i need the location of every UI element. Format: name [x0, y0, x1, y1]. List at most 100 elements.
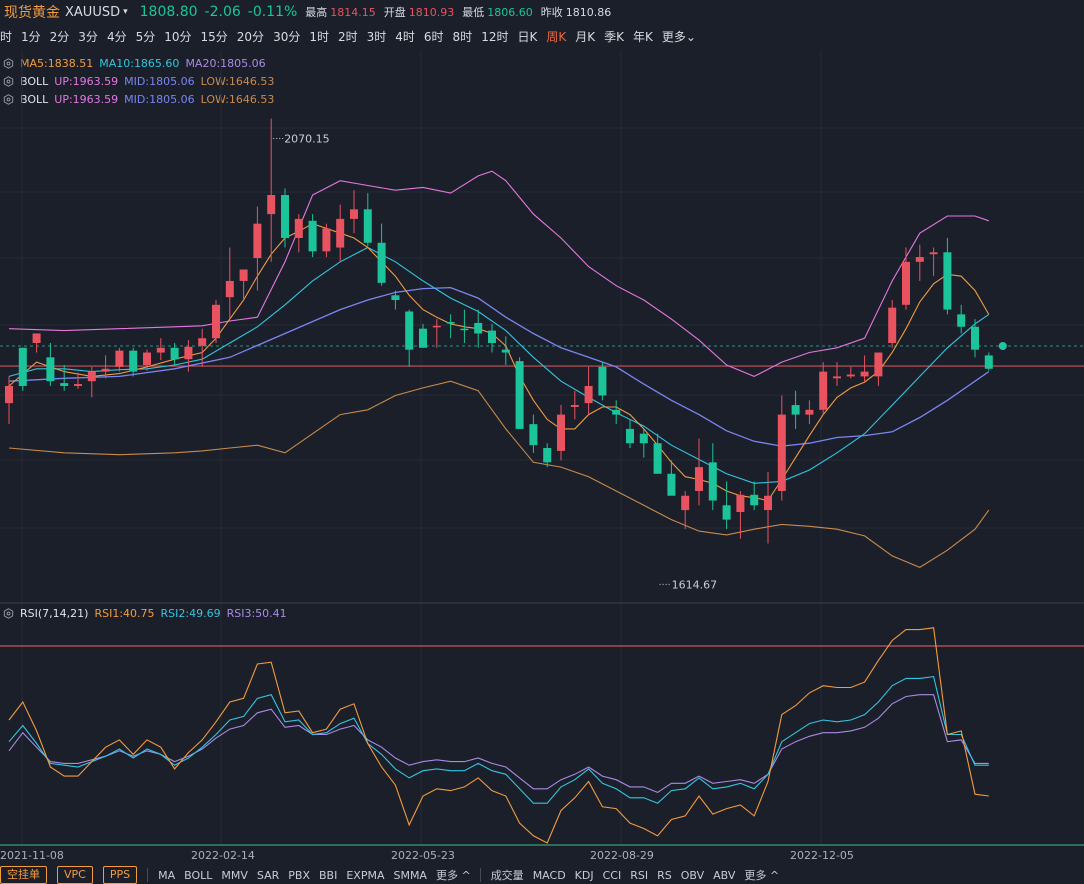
x-axis-date: 2022-02-14 — [191, 849, 255, 862]
candle-body — [736, 494, 745, 512]
period-17[interactable]: 日K — [517, 29, 538, 44]
candle-body — [695, 467, 703, 491]
symbol-dropdown-icon[interactable]: ▾ — [123, 7, 128, 17]
candle-body — [750, 494, 759, 506]
period-21[interactable]: 年K — [632, 29, 653, 44]
candle-body — [474, 322, 483, 334]
period-13[interactable]: 4时 — [395, 29, 415, 44]
period-0[interactable]: 时 — [0, 29, 13, 44]
candle-body — [915, 257, 924, 262]
candle-body — [129, 350, 138, 372]
main-indicator-4[interactable]: PBX — [288, 868, 310, 882]
sub-indicator-2[interactable]: KDJ — [574, 868, 594, 882]
period-5[interactable]: 5分 — [135, 29, 156, 44]
price-change: -2.06 — [204, 4, 241, 20]
main-indicator-5[interactable]: BBI — [318, 868, 338, 882]
open-value: 1810.93 — [408, 5, 455, 19]
main-indicator-0[interactable]: MA — [158, 868, 176, 882]
candle-body — [984, 355, 993, 369]
candle-body — [819, 371, 828, 410]
main-indicator-1[interactable]: BOLL — [184, 868, 213, 882]
candle-body — [971, 326, 979, 350]
boll-legend-1: BOLL UP:1963.59 MID:1805.06 LOW:1646.53 — [0, 73, 280, 89]
rsi-name: RSI(7,14,21) — [20, 606, 89, 620]
period-14[interactable]: 6时 — [423, 29, 444, 44]
candle-body — [350, 209, 358, 219]
main-indicator-3[interactable]: SAR — [256, 868, 280, 882]
candle-body — [115, 350, 124, 367]
candle-body — [239, 269, 248, 281]
x-axis-date: 2022-05-23 — [391, 849, 455, 862]
boll-up-value: UP:1963.59 — [54, 74, 119, 88]
candle-body — [432, 325, 441, 328]
candle-body — [253, 223, 262, 259]
period-11[interactable]: 2时 — [337, 29, 358, 44]
candle-body — [681, 495, 690, 511]
candle-body — [446, 321, 455, 324]
ma20-value: MA20:1805.06 — [185, 56, 266, 70]
candle-body — [170, 347, 179, 360]
period-3[interactable]: 3分 — [78, 29, 98, 44]
period-6[interactable]: 10分 — [164, 29, 192, 44]
sub-indicator-0[interactable]: 成交量 — [490, 869, 524, 882]
settings-hex-icon[interactable] — [3, 75, 14, 87]
candle-body — [198, 338, 207, 346]
period-16[interactable]: 12时 — [481, 29, 509, 44]
settings-hex-icon[interactable] — [3, 57, 14, 69]
boll-mid-line — [8, 286, 990, 447]
sub-indicator-8[interactable]: 更多 ^ — [744, 869, 780, 882]
period-15[interactable]: 8时 — [452, 29, 473, 44]
candle-body — [294, 218, 303, 238]
period-19[interactable]: 月K — [575, 29, 596, 44]
period-9[interactable]: 30分 — [273, 29, 301, 44]
symbol-code[interactable]: XAUUSD — [65, 4, 121, 20]
prev-close-label: 昨收 — [540, 6, 563, 19]
bottom-button-0[interactable]: 空挂单 — [0, 866, 47, 884]
candle-body — [101, 368, 110, 372]
sub-indicator-3[interactable]: CCI — [602, 868, 622, 882]
sub-indicator-5[interactable]: RS — [657, 868, 672, 882]
period-20[interactable]: 季K — [604, 29, 624, 44]
candle-body — [322, 228, 331, 252]
main-indicator-8[interactable]: 更多 ^ — [435, 869, 471, 882]
period-22[interactable]: 更多⌄ — [661, 29, 696, 44]
settings-hex-icon[interactable] — [3, 93, 14, 105]
symbol-name[interactable]: 现货黄金 — [4, 5, 60, 21]
period-2[interactable]: 2分 — [49, 29, 70, 44]
candle-body — [598, 366, 607, 396]
main-indicator-2[interactable]: MMV — [221, 868, 248, 882]
period-8[interactable]: 20分 — [236, 29, 265, 44]
candle-body — [281, 195, 289, 238]
candle-body — [405, 311, 414, 350]
candle-body — [902, 261, 910, 305]
ma10-value: MA10:1865.60 — [99, 56, 180, 70]
candle-body — [60, 383, 69, 386]
settings-hex-icon[interactable] — [3, 607, 14, 619]
boll-legend-2: BOLL UP:1963.59 MID:1805.06 LOW:1646.53 — [0, 91, 280, 107]
candle-body — [805, 409, 814, 415]
period-1[interactable]: 1分 — [21, 29, 41, 44]
x-axis-date: 2022-12-05 — [790, 849, 854, 862]
boll-low-value: LOW:1646.53 — [200, 92, 275, 106]
candle-body — [557, 414, 565, 451]
candle-body — [156, 347, 165, 353]
bottom-button-2[interactable]: PPS — [102, 866, 138, 884]
period-10[interactable]: 1时 — [309, 29, 329, 44]
sub-indicator-4[interactable]: RSI — [630, 868, 649, 882]
bottom-button-1[interactable]: VPC — [57, 866, 93, 884]
rsi3-value: RSI3:50.41 — [226, 606, 287, 620]
period-12[interactable]: 3时 — [366, 29, 387, 44]
period-7[interactable]: 15分 — [200, 29, 228, 44]
boll-name: BOLL — [20, 74, 49, 88]
sub-indicator-7[interactable]: ABV — [713, 868, 736, 882]
candle-body — [363, 209, 372, 243]
sub-indicator-1[interactable]: MACD — [532, 868, 566, 882]
period-18[interactable]: 周K — [546, 29, 567, 44]
period-4[interactable]: 4分 — [106, 29, 127, 44]
candle-body — [846, 374, 855, 377]
sub-indicator-6[interactable]: OBV — [680, 868, 705, 882]
main-indicator-7[interactable]: SMMA — [393, 868, 427, 882]
main-indicator-6[interactable]: EXPMA — [346, 868, 385, 882]
candle-body — [860, 371, 869, 377]
